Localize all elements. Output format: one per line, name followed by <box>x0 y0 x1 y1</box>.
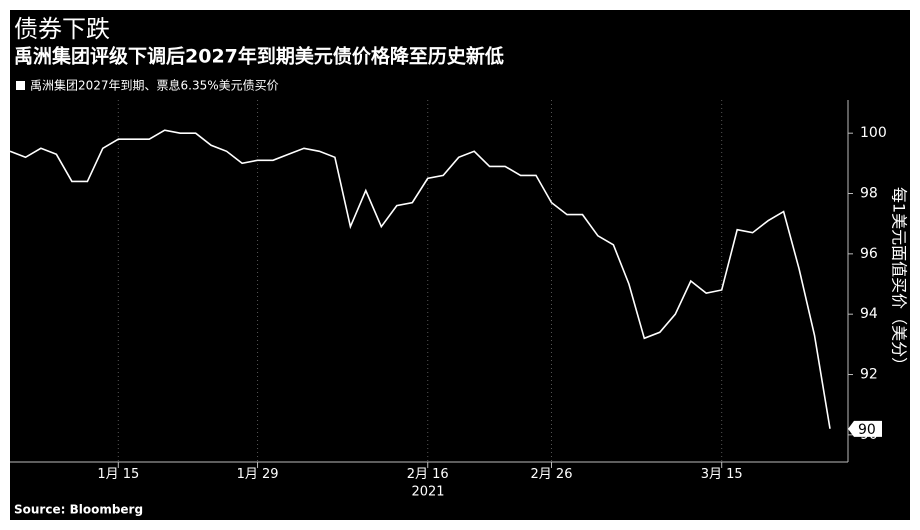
y-tick-label: 92 <box>860 367 878 383</box>
x-tick-label: 1月 29 <box>237 467 279 482</box>
x-tick-label: 3月 15 <box>701 467 743 482</box>
y-tick-label: 96 <box>860 246 878 262</box>
chart-title: 债券下跌 <box>14 15 110 43</box>
x-tick-label: 1月 15 <box>97 467 139 482</box>
chart-background <box>10 10 910 520</box>
chart-subtitle: 禹洲集团评级下调后2027年到期美元债价格降至历史新低 <box>14 45 504 68</box>
legend-label: 禹洲集团2027年到期、票息6.35%美元债买价 <box>30 78 279 93</box>
source: Source: Bloomberg <box>14 503 143 517</box>
y-axis-title: 每1美元面值买价（美分） <box>890 187 909 373</box>
x-tick-label: 2月 26 <box>531 467 573 482</box>
x-tick-label: 2月 16 <box>407 467 449 482</box>
y-tick-label: 100 <box>860 125 887 141</box>
last-value-label: 90 <box>858 422 876 438</box>
x-year-label: 2021 <box>411 485 444 500</box>
y-tick-label: 98 <box>860 186 878 202</box>
legend-swatch <box>16 81 25 90</box>
line <box>9 129 831 429</box>
last-value-pointer <box>848 420 882 437</box>
y-tick-label: 94 <box>860 306 878 322</box>
